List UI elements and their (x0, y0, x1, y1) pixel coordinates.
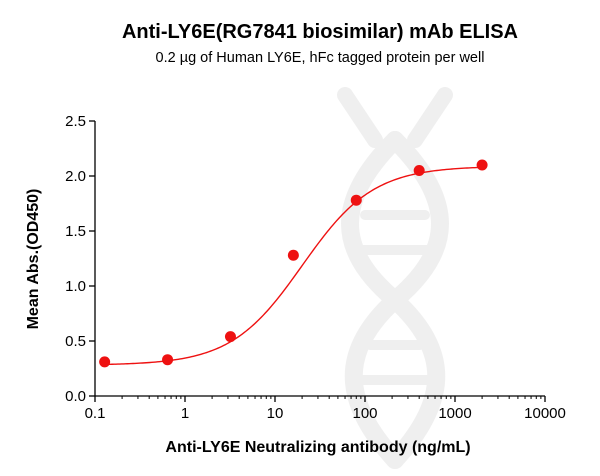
data-point (162, 354, 174, 366)
data-points (99, 159, 488, 368)
chart-title: Anti-LY6E(RG7841 biosimilar) mAb ELISA (122, 21, 518, 43)
axes: 0.0 0.5 1.0 1.5 2.0 2.5 0.1 1 10 100 1000 10000 (65, 113, 566, 422)
y-tick-label: 0.5 (65, 333, 86, 350)
y-tick-label: 2.5 (65, 113, 86, 130)
data-point (224, 331, 236, 343)
data-point (413, 165, 425, 176)
data-point (350, 194, 362, 206)
y-tick-label: 2.0 (65, 168, 86, 185)
x-tick-label: 1 (181, 405, 189, 422)
y-tick-label: 1.0 (65, 278, 86, 295)
chart-subtitle: 0.2 µg of Human LY6E, hFc tagged protein… (156, 50, 485, 66)
watermark-logo (337, 87, 453, 469)
y-tick-label: 1.5 (65, 223, 86, 240)
x-tick-label: 1000 (438, 405, 471, 422)
x-tick-label: 0.1 (85, 405, 106, 422)
data-point (476, 159, 488, 171)
y-tick-label: 0.0 (65, 388, 86, 405)
x-tick-label: 10000 (524, 405, 566, 422)
y-axis-title: Mean Abs.(OD450) (25, 189, 42, 330)
data-point (287, 249, 299, 261)
x-tick-label: 10 (267, 405, 284, 422)
x-tick-label: 100 (352, 405, 377, 422)
x-axis-title: Anti-LY6E Neutralizing antibody (ng/mL) (165, 439, 470, 456)
data-point (99, 356, 111, 368)
